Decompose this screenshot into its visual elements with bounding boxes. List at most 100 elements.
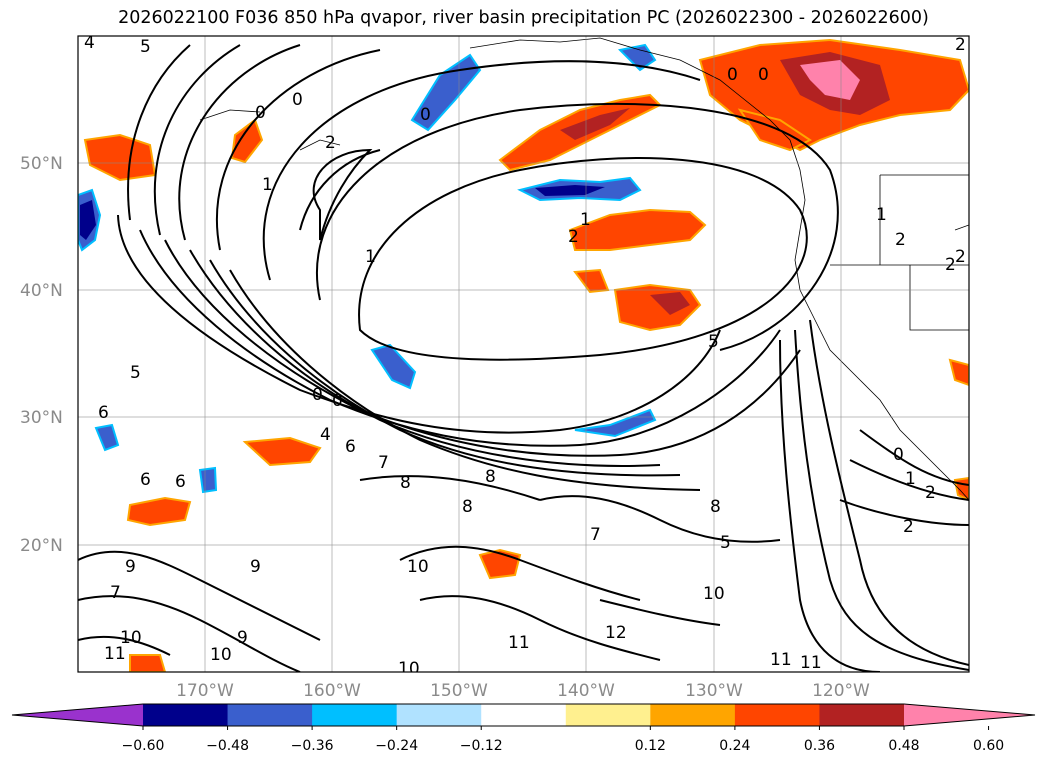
contour-label: 6 — [175, 472, 186, 492]
qvapor-contours — [78, 44, 969, 672]
map-plot-area: 5 4 0 0 2 1 1 1 2 0 0 5 6 5 6 6 0 0 4 6 … — [78, 33, 969, 679]
contour-label: 1 — [905, 469, 916, 489]
contour-label: 6 — [345, 437, 356, 457]
precip-positive-region — [800, 60, 860, 100]
contour-label: 0 — [255, 103, 266, 123]
precip-positive-region — [650, 292, 690, 315]
colorbar-tick-label: −0.24 — [375, 738, 418, 754]
lat-label: 20°N — [20, 536, 63, 556]
contour-label: 0 — [727, 65, 738, 85]
contour-label: 2 — [955, 35, 966, 55]
lon-label: 160°W — [303, 681, 361, 701]
colorbar: −0.60 −0.48 −0.36 −0.24 −0.12 0.12 0.24 0.36 0.4… — [11, 703, 1036, 754]
contour-label: 9 — [250, 557, 261, 577]
colorbar-tick-label: 0.24 — [719, 738, 750, 754]
gridlines — [78, 36, 969, 672]
colorbar-tick-label: 0.36 — [804, 738, 835, 754]
colorbar-extend-low — [12, 704, 143, 726]
contour-label: 8 — [485, 467, 496, 487]
longitude-labels: 170°W 160°W 150°W 140°W 130°W 120°W — [176, 681, 870, 701]
contour-label: 10 — [210, 645, 232, 665]
map-title: 2026022100 F036 850 hPa qvapor, river ba… — [118, 8, 929, 28]
contour-label: 10 — [120, 628, 142, 648]
colorbar-tick-label: −0.12 — [460, 738, 503, 754]
colorbar-segment — [565, 704, 651, 726]
precip-positive-region — [560, 108, 630, 140]
lon-label: 170°W — [176, 681, 234, 701]
colorbar-segment — [819, 704, 905, 726]
contour-labels: 5 4 0 0 2 1 1 1 2 0 0 5 6 5 6 6 0 0 4 6 … — [84, 33, 966, 679]
contour-label: 6 — [98, 403, 109, 423]
contour-label: 5 — [140, 37, 151, 57]
contour-label: 2 — [325, 133, 336, 153]
contour-label: 6 — [140, 470, 151, 490]
contour-label: 1 — [262, 175, 273, 195]
contour-label: 8 — [462, 497, 473, 517]
colorbar-tick-label: −0.36 — [291, 738, 334, 754]
contour-label: 4 — [320, 425, 331, 445]
contour-label: 1 — [876, 205, 887, 225]
precip-positive-region — [568, 208, 707, 251]
contour-label: 1 — [580, 210, 591, 230]
colorbar-extend-high — [904, 704, 1035, 726]
contour-label: 7 — [378, 453, 389, 473]
contour-label: 5 — [130, 363, 141, 383]
contour-label: 9 — [237, 628, 248, 648]
colorbar-segment — [143, 704, 229, 726]
contour-label: 2 — [925, 483, 936, 503]
contour-label: 11 — [508, 633, 530, 653]
contour-label: 10 — [407, 557, 429, 577]
colorbar-segment — [481, 704, 567, 726]
contour-label: 2 — [895, 230, 906, 250]
contour-label: 11 — [104, 644, 126, 664]
lat-label: 50°N — [20, 154, 63, 174]
colorbar-tick-label: 0.48 — [888, 738, 919, 754]
colorbar-tick-label: 0.12 — [635, 738, 666, 754]
latitude-labels: 50°N 40°N 30°N 20°N — [20, 154, 63, 556]
colorbar-segment — [650, 704, 736, 726]
colorbar-tick-label: −0.48 — [206, 738, 249, 754]
contour-label: 4 — [84, 33, 95, 53]
contour-label: 10 — [398, 659, 420, 679]
colorbar-tick-label: 0.60 — [973, 738, 1004, 754]
contour-label: 12 — [605, 623, 627, 643]
contour-label: 8 — [710, 497, 721, 517]
lon-label: 130°W — [685, 681, 743, 701]
precip-negative-region — [80, 200, 96, 240]
contour-label: 11 — [770, 650, 792, 670]
precip-positive-region — [242, 436, 322, 467]
contour-label: 0 — [758, 65, 769, 85]
precip-shading — [78, 38, 969, 672]
lat-label: 40°N — [20, 281, 63, 301]
contour-label: 8 — [400, 473, 411, 493]
contour-label: 5 — [708, 332, 719, 352]
colorbar-tick-label: −0.60 — [122, 738, 165, 754]
contour-label: 10 — [703, 584, 725, 604]
precip-negative-region — [94, 423, 120, 452]
contour-label: 0 — [292, 90, 303, 110]
colorbar-segment — [312, 704, 398, 726]
contour-label: 0 — [332, 391, 343, 411]
contour-label: 2 — [955, 247, 966, 267]
precip-negative-region — [535, 185, 605, 196]
precip-positive-region — [126, 496, 192, 527]
colorbar-segment — [396, 704, 482, 726]
lat-label: 30°N — [20, 408, 63, 428]
contour-label: 5 — [720, 533, 731, 553]
contour-label: 2 — [903, 517, 914, 537]
lon-label: 120°W — [812, 681, 870, 701]
contour-label: 11 — [800, 653, 822, 673]
contour-label: 2 — [568, 227, 579, 247]
precip-negative-region — [410, 53, 482, 132]
precip-positive-region — [948, 358, 969, 387]
map-frame — [77, 35, 970, 673]
contour-label: 7 — [590, 525, 601, 545]
lon-label: 140°W — [557, 681, 615, 701]
contour-label: 7 — [110, 583, 121, 603]
contour-label: 1 — [365, 247, 376, 267]
contour-label: 2 — [945, 255, 956, 275]
contour-label: 0 — [893, 445, 904, 465]
precip-negative-region — [198, 466, 218, 494]
contour-label: 0 — [312, 385, 323, 405]
